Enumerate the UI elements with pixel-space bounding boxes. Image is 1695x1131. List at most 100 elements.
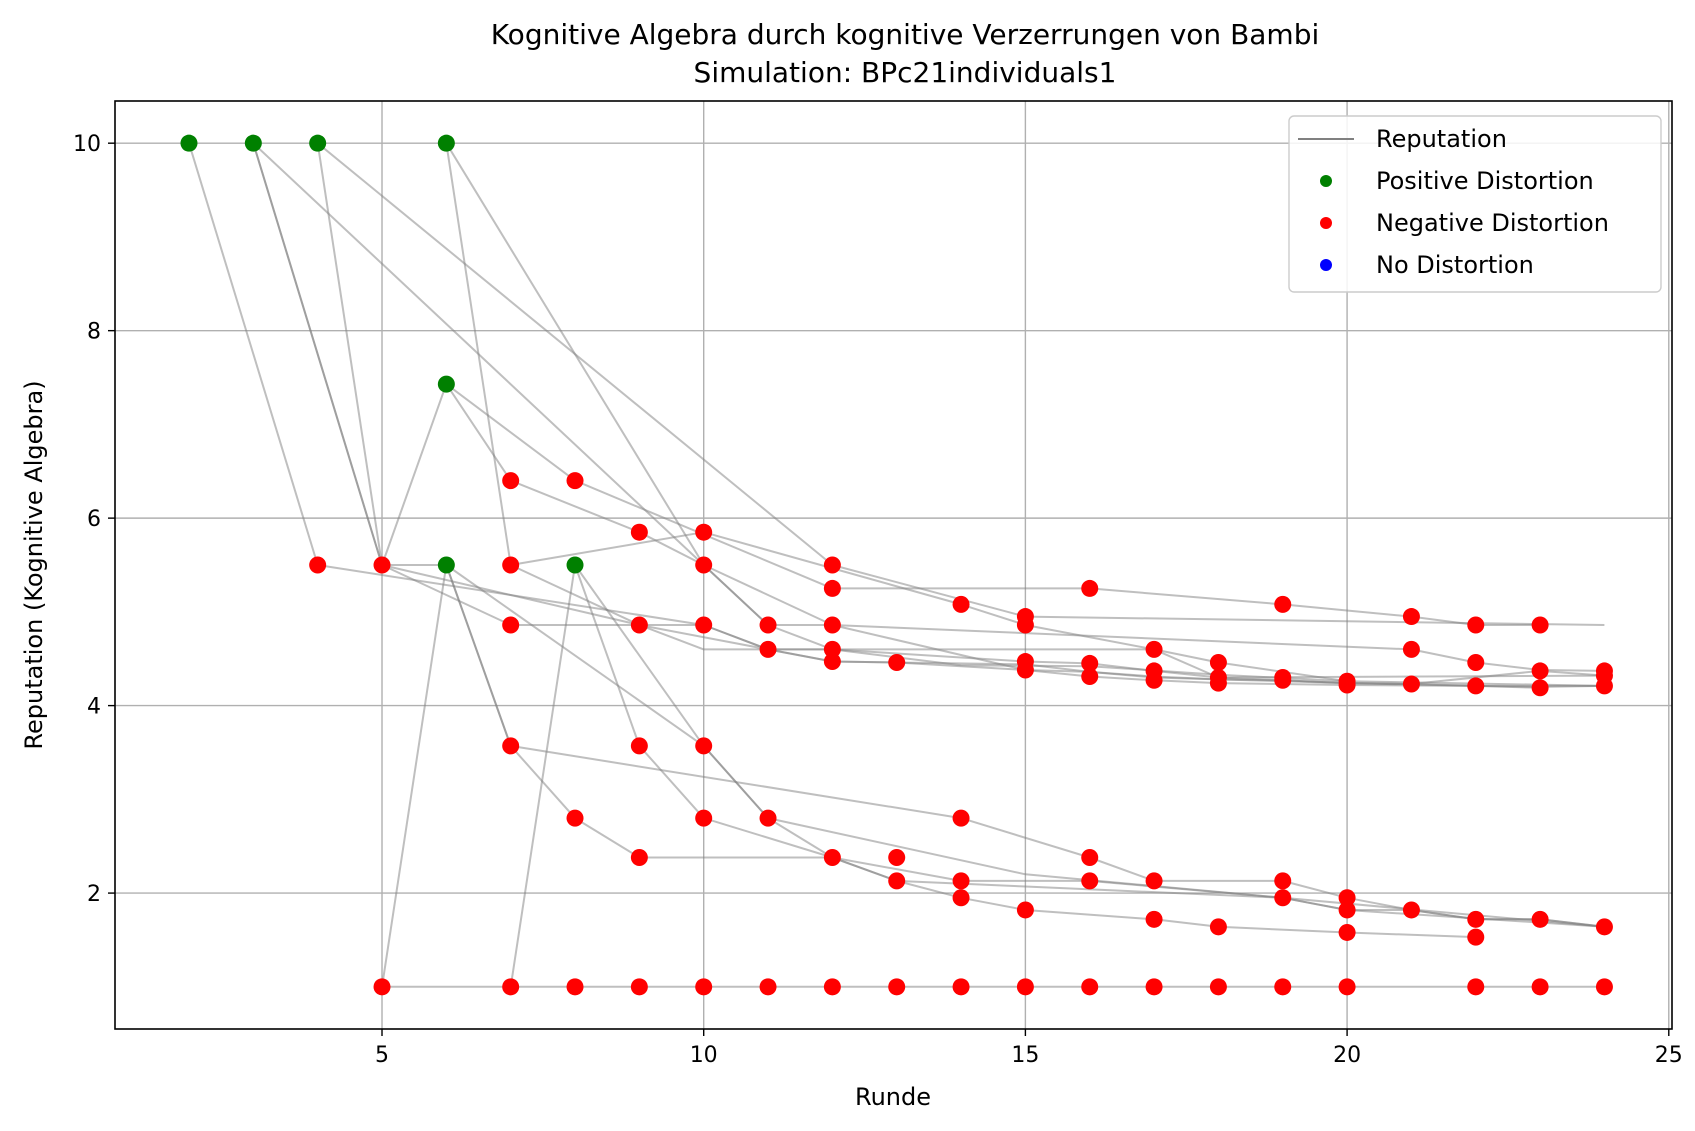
positive-distortion-point <box>566 556 584 574</box>
negative-distortion-point <box>695 737 713 755</box>
negative-distortion-point <box>1467 616 1485 634</box>
negative-distortion-point <box>1145 978 1163 996</box>
negative-distortion-point <box>1595 978 1613 996</box>
negative-distortion-point <box>823 640 841 658</box>
x-axis-label: Runde <box>855 1083 931 1111</box>
x-tick-label: 15 <box>1011 1043 1039 1068</box>
negative-distortion-point <box>502 556 520 574</box>
negative-distortion-point <box>1016 978 1034 996</box>
negative-distortion-point <box>502 737 520 755</box>
x-axis-ticks: 5 10 15 20 25 <box>375 1029 1683 1068</box>
negative-distortion-point <box>1274 595 1292 613</box>
negative-distortion-point <box>1595 677 1613 695</box>
negative-distortion-point <box>1467 653 1485 671</box>
legend-frame <box>1288 115 1662 293</box>
negative-distortion-point <box>1145 910 1163 928</box>
chart-title: Kognitive Algebra durch kognitive Verzer… <box>491 18 1320 51</box>
negative-distortion-point <box>1016 616 1034 634</box>
negative-distortion-point <box>695 523 713 541</box>
negative-distortion-point <box>1209 978 1227 996</box>
negative-distortion-point <box>630 978 648 996</box>
chart-subtitle: Simulation: BPc21individuals1 <box>694 56 1117 89</box>
negative-distortion-point <box>695 978 713 996</box>
reputation-line <box>574 564 1605 928</box>
negative-distortion-point <box>1402 608 1420 626</box>
negative-distortion-point <box>1338 676 1356 694</box>
negative-distortion-point <box>566 472 584 490</box>
negative-distortion-point <box>373 556 391 574</box>
negative-distortion-point <box>1274 889 1292 907</box>
negative-distortion-point <box>1016 901 1034 919</box>
negative-distortion-point <box>823 848 841 866</box>
negative-distortion-point <box>695 809 713 827</box>
negative-distortion-point <box>1081 668 1099 686</box>
plot-frame <box>114 100 1673 1030</box>
y-tick-label: 8 <box>87 320 101 345</box>
negative-distortion-point <box>759 978 777 996</box>
negative-distortion-point <box>1402 675 1420 693</box>
x-tick-label: 20 <box>1333 1043 1361 1068</box>
negative-distortion-point <box>1081 978 1099 996</box>
negative-distortion-point <box>1467 677 1485 695</box>
negative-distortion-point <box>1467 910 1485 928</box>
negative-distortion-point <box>823 556 841 574</box>
negative-distortion-point <box>888 872 906 890</box>
negative-distortion-point <box>952 809 970 827</box>
y-tick-label: 6 <box>87 507 101 532</box>
negative-distortion-point <box>309 556 327 574</box>
negative-distortion-point <box>1338 923 1356 941</box>
negative-distortion-point <box>823 616 841 634</box>
positive-distortion-point <box>437 375 455 393</box>
negative-distortion-point <box>630 737 648 755</box>
negative-distortion-point <box>1402 640 1420 658</box>
negative-distortion-point <box>952 978 970 996</box>
positive-distortion-point <box>244 134 262 152</box>
negative-distortion-point <box>630 616 648 634</box>
negative-distortion-point <box>823 579 841 597</box>
x-tick-label: 5 <box>375 1043 389 1068</box>
negative-distortion-point <box>566 978 584 996</box>
negative-distortion-point <box>1531 616 1549 634</box>
data-points <box>180 134 1613 996</box>
negative-distortion-point <box>1531 662 1549 680</box>
negative-distortion-point <box>888 653 906 671</box>
legend-marker-swatch <box>1320 259 1332 271</box>
negative-distortion-point <box>1531 910 1549 928</box>
y-tick-label: 10 <box>73 132 101 157</box>
negative-distortion-point <box>1338 978 1356 996</box>
negative-distortion-point <box>1081 579 1099 597</box>
negative-distortion-point <box>1209 918 1227 936</box>
negative-distortion-point <box>1274 671 1292 689</box>
negative-distortion-point <box>1145 671 1163 689</box>
y-tick-label: 4 <box>87 695 101 720</box>
negative-distortion-point <box>952 889 970 907</box>
y-axis-ticks: 2 4 6 8 10 <box>73 132 115 907</box>
x-tick-label: 10 <box>690 1043 718 1068</box>
legend-entry-negative: Negative Distortion <box>1376 209 1609 237</box>
negative-distortion-point <box>1081 872 1099 890</box>
negative-distortion-point <box>566 809 584 827</box>
y-axis-label: Reputation (Kognitive Algebra) <box>20 380 48 749</box>
negative-distortion-point <box>759 616 777 634</box>
legend-entry-reputation: Reputation <box>1376 125 1507 153</box>
negative-distortion-point <box>1595 918 1613 936</box>
reputation-line <box>445 383 1541 626</box>
negative-distortion-point <box>1467 928 1485 946</box>
negative-distortion-point <box>1338 901 1356 919</box>
y-tick-label: 2 <box>87 882 101 907</box>
negative-distortion-point <box>373 978 391 996</box>
legend-items: Reputation Positive Distortion Negative Di… <box>1298 125 1609 279</box>
negative-distortion-point <box>695 616 713 634</box>
legend-marker-swatch <box>1320 175 1332 187</box>
positive-distortion-point <box>437 556 455 574</box>
negative-distortion-point <box>1081 654 1099 672</box>
negative-distortion-point <box>1274 978 1292 996</box>
reputation-line <box>445 142 1605 672</box>
negative-distortion-point <box>759 809 777 827</box>
negative-distortion-point <box>823 653 841 671</box>
negative-distortion-point <box>1016 661 1034 679</box>
negative-distortion-point <box>695 556 713 574</box>
negative-distortion-point <box>1274 872 1292 890</box>
negative-distortion-point <box>630 523 648 541</box>
